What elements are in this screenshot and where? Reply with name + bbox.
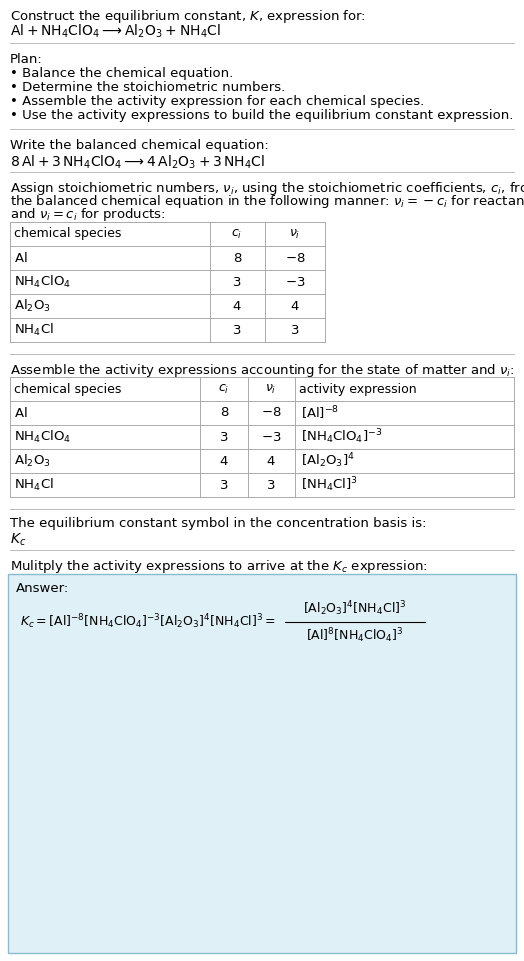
- Text: 3: 3: [267, 479, 275, 491]
- Text: $-3$: $-3$: [285, 276, 305, 288]
- Text: 3: 3: [233, 324, 241, 336]
- Text: activity expression: activity expression: [299, 382, 417, 396]
- Text: chemical species: chemical species: [14, 228, 122, 240]
- Text: chemical species: chemical species: [14, 382, 122, 396]
- Text: $-8$: $-8$: [261, 407, 281, 420]
- Text: • Balance the chemical equation.: • Balance the chemical equation.: [10, 67, 233, 80]
- Text: $\mathrm{Al}$: $\mathrm{Al}$: [14, 406, 28, 420]
- Text: 4: 4: [220, 455, 228, 467]
- Text: 8: 8: [220, 407, 228, 420]
- Text: $\mathrm{NH_4Cl}$: $\mathrm{NH_4Cl}$: [14, 322, 54, 338]
- Text: $[\mathrm{Al_2O_3}]^4$: $[\mathrm{Al_2O_3}]^4$: [301, 452, 355, 470]
- Text: $[\mathrm{Al}]^8[\mathrm{NH_4ClO_4}]^3$: $[\mathrm{Al}]^8[\mathrm{NH_4ClO_4}]^3$: [307, 626, 403, 645]
- Text: The equilibrium constant symbol in the concentration basis is:: The equilibrium constant symbol in the c…: [10, 517, 427, 530]
- Text: Plan:: Plan:: [10, 53, 43, 66]
- Text: $\mathrm{NH_4ClO_4}$: $\mathrm{NH_4ClO_4}$: [14, 429, 71, 445]
- Text: $[\mathrm{NH_4Cl}]^3$: $[\mathrm{NH_4Cl}]^3$: [301, 476, 358, 494]
- Text: 4: 4: [291, 300, 299, 312]
- Text: $\mathrm{NH_4ClO_4}$: $\mathrm{NH_4ClO_4}$: [14, 274, 71, 290]
- Text: 4: 4: [233, 300, 241, 312]
- Text: $\mathrm{Al}$: $\mathrm{Al}$: [14, 251, 28, 265]
- Text: 3: 3: [291, 324, 299, 336]
- Text: $\nu_i$: $\nu_i$: [289, 228, 301, 240]
- Text: Construct the equilibrium constant, $K$, expression for:: Construct the equilibrium constant, $K$,…: [10, 8, 366, 25]
- Text: $-8$: $-8$: [285, 252, 305, 264]
- Text: $8\,\mathrm{Al} + 3\,\mathrm{NH_4ClO_4} \longrightarrow 4\,\mathrm{Al_2O_3} + 3\: $8\,\mathrm{Al} + 3\,\mathrm{NH_4ClO_4} …: [10, 154, 265, 171]
- Text: $[\mathrm{Al}]^{-8}$: $[\mathrm{Al}]^{-8}$: [301, 405, 339, 422]
- Text: $\nu_i$: $\nu_i$: [265, 382, 277, 396]
- Text: 4: 4: [267, 455, 275, 467]
- Text: Assign stoichiometric numbers, $\nu_i$, using the stoichiometric coefficients, $: Assign stoichiometric numbers, $\nu_i$, …: [10, 180, 524, 197]
- Text: 3: 3: [220, 479, 228, 491]
- FancyBboxPatch shape: [8, 574, 516, 953]
- Text: Write the balanced chemical equation:: Write the balanced chemical equation:: [10, 139, 269, 152]
- Text: Mulitply the activity expressions to arrive at the $K_c$ expression:: Mulitply the activity expressions to arr…: [10, 558, 428, 575]
- Text: Answer:: Answer:: [16, 582, 69, 595]
- Text: $c_i$: $c_i$: [219, 382, 230, 396]
- Text: $c_i$: $c_i$: [232, 228, 243, 240]
- Text: $[\mathrm{Al_2O_3}]^4[\mathrm{NH_4Cl}]^3$: $[\mathrm{Al_2O_3}]^4[\mathrm{NH_4Cl}]^3…: [303, 600, 407, 618]
- Text: • Use the activity expressions to build the equilibrium constant expression.: • Use the activity expressions to build …: [10, 109, 514, 122]
- Text: $K_c$: $K_c$: [10, 532, 26, 549]
- Text: Assemble the activity expressions accounting for the state of matter and $\nu_i$: Assemble the activity expressions accoun…: [10, 362, 515, 379]
- Text: 8: 8: [233, 252, 241, 264]
- Text: 3: 3: [233, 276, 241, 288]
- Text: $[\mathrm{NH_4ClO_4}]^{-3}$: $[\mathrm{NH_4ClO_4}]^{-3}$: [301, 428, 383, 446]
- Text: $\mathrm{Al_2O_3}$: $\mathrm{Al_2O_3}$: [14, 298, 51, 314]
- Text: and $\nu_i = c_i$ for products:: and $\nu_i = c_i$ for products:: [10, 206, 166, 223]
- Text: $\mathrm{Al + NH_4ClO_4 \longrightarrow Al_2O_3 + NH_4Cl}$: $\mathrm{Al + NH_4ClO_4 \longrightarrow …: [10, 23, 221, 40]
- Text: $K_c = [\mathrm{Al}]^{-8}[\mathrm{NH_4ClO_4}]^{-3}[\mathrm{Al_2O_3}]^4[\mathrm{N: $K_c = [\mathrm{Al}]^{-8}[\mathrm{NH_4Cl…: [20, 613, 276, 631]
- Text: the balanced chemical equation in the following manner: $\nu_i = -c_i$ for react: the balanced chemical equation in the fo…: [10, 193, 524, 210]
- Text: $\mathrm{Al_2O_3}$: $\mathrm{Al_2O_3}$: [14, 453, 51, 469]
- Text: 3: 3: [220, 431, 228, 443]
- Text: • Assemble the activity expression for each chemical species.: • Assemble the activity expression for e…: [10, 95, 424, 108]
- Text: $-3$: $-3$: [261, 431, 281, 443]
- Text: • Determine the stoichiometric numbers.: • Determine the stoichiometric numbers.: [10, 81, 285, 94]
- Text: $\mathrm{NH_4Cl}$: $\mathrm{NH_4Cl}$: [14, 477, 54, 493]
